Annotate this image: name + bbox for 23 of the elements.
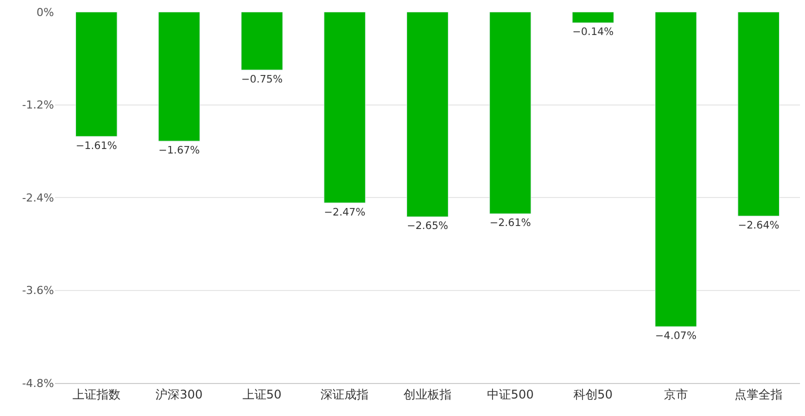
data-label: −1.61% xyxy=(76,140,118,152)
y-tick-label: -3.6% xyxy=(22,284,54,298)
y-tick-label: -1.2% xyxy=(22,98,54,112)
x-tick-label: 上证指数 xyxy=(72,387,120,402)
y-tick-label: -4.8% xyxy=(22,376,54,390)
data-label: −4.07% xyxy=(655,330,697,342)
x-tick-label: 上证50 xyxy=(242,387,282,402)
x-tick-label: 京市 xyxy=(664,387,688,402)
x-tick-label: 深证成指 xyxy=(320,387,369,402)
data-label: −2.65% xyxy=(406,220,448,232)
data-label: −0.75% xyxy=(241,73,283,86)
y-tick-label: 0% xyxy=(36,6,54,19)
data-label: −0.14% xyxy=(572,26,614,38)
data-label: −2.47% xyxy=(324,206,366,218)
x-tick-label: 中证500 xyxy=(486,387,534,402)
x-tick-label: 沪深300 xyxy=(156,387,203,402)
x-tick-label: 科创50 xyxy=(573,387,613,402)
data-label: −2.61% xyxy=(490,217,532,230)
data-label: −2.64% xyxy=(738,219,780,232)
data-label: −1.67% xyxy=(158,144,200,156)
y-tick-label: -2.4% xyxy=(22,191,54,204)
x-tick-label: 创业板指 xyxy=(404,387,452,402)
x-tick-label: 点掌全指 xyxy=(734,387,783,402)
